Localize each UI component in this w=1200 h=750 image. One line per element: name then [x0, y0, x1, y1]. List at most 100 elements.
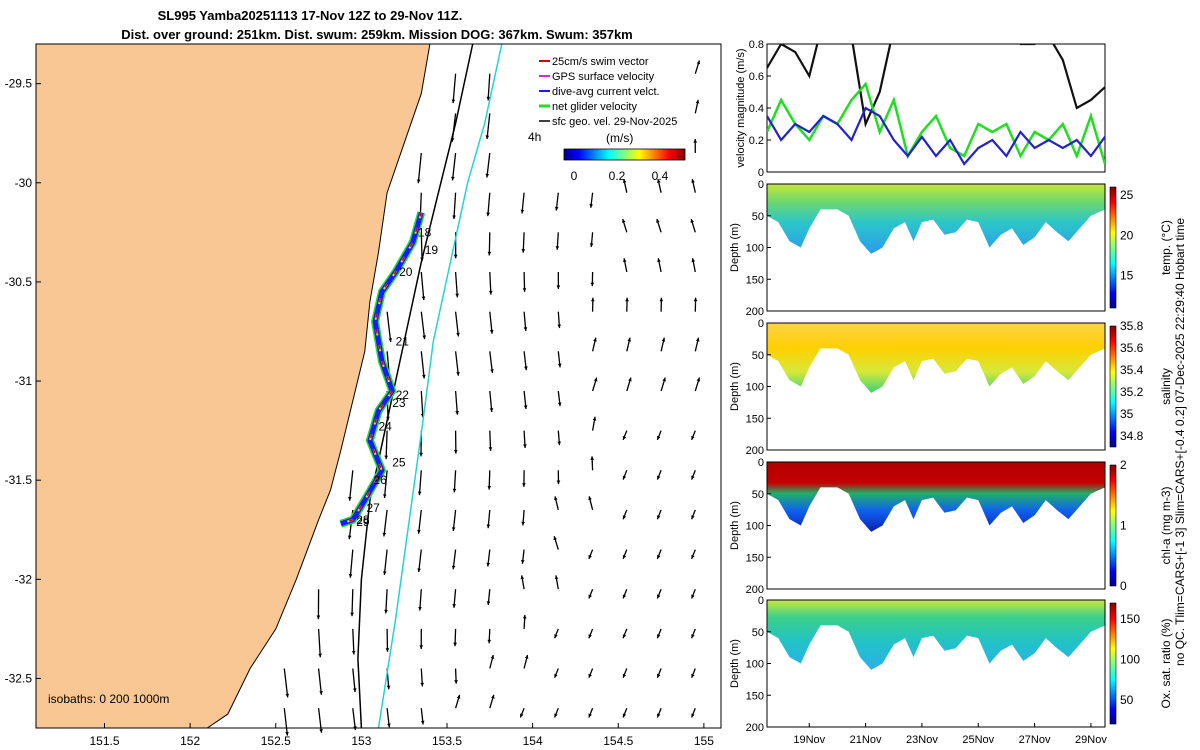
velocity-arrow-head [622, 713, 627, 718]
velocity-arrow-head [553, 536, 557, 541]
velocity-arrow-head [451, 176, 455, 181]
velocity-arrow-head [556, 480, 561, 485]
velocity-arrow-shaft [283, 668, 289, 698]
velocity-arrow-head [590, 282, 595, 287]
section-ytick-label: 50 [752, 350, 764, 362]
isobath-1000m [377, 43, 503, 729]
velocity-arrow-head [285, 731, 289, 736]
velocity-arrow-head [622, 219, 626, 223]
velocity-arrow-head [421, 296, 426, 301]
velocity-arrow-head [554, 206, 559, 211]
velocity-arrow-head [452, 604, 456, 608]
velocity-arrow-head [455, 411, 459, 415]
map-frame [35, 43, 722, 729]
section-colorbar-tick: 35.4 [1120, 363, 1144, 377]
velocity-arrow-head [454, 450, 458, 454]
velocity-series-line [767, 106, 1105, 166]
section-ytick-label: 100 [746, 521, 764, 533]
section-chla: 0 50 100 150 200 Depth (m) 0 1 2 chl-a (mg m-3) [729, 457, 1173, 596]
section-xtick-label: 25Nov [962, 734, 994, 746]
velocity-arrow-head [588, 594, 592, 599]
velocity-arrow-head [590, 456, 594, 460]
section-colorbar-tick: 100 [1120, 652, 1140, 666]
velocity-arrow-head [695, 337, 700, 342]
velocity-arrow-head [455, 293, 459, 298]
section-colorbar-tick: 15 [1120, 269, 1134, 283]
map-y-ticks: -29.5 -30 -30.5 -31 -31.5 -32 -32.5 [5, 77, 41, 685]
section-ytick-label: 200 [746, 722, 764, 734]
velocity-arrow-head [693, 139, 698, 143]
velocity-arrow-head [486, 212, 490, 217]
velocity-arrow-head [554, 673, 558, 678]
velocity-arrow-head [487, 639, 492, 644]
velocity-arrow-head [318, 653, 322, 658]
map-ytick-label: -32 [15, 572, 33, 586]
map-ytick-label: -29.5 [5, 77, 33, 91]
velocity-arrow-head [657, 673, 661, 678]
velocity-arrow-head [554, 713, 558, 718]
velocity-arrow-shaft [417, 509, 422, 534]
velocity-arrow-head [348, 574, 353, 578]
velocity-arrow-head [486, 96, 491, 101]
velocity-arrow-head [693, 297, 698, 302]
velocity-arrow-head [351, 650, 356, 655]
velocity-arrow-head [520, 713, 524, 718]
velocity-arrow-head [453, 254, 458, 259]
velocity-ytick-label: 0.4 [749, 103, 764, 115]
velocity-ytick-label: 0.8 [749, 39, 764, 51]
section-ytick-label: 50 [752, 627, 764, 639]
velocity-arrow-head [657, 634, 661, 639]
track-day-label: 23 [392, 396, 406, 410]
section-ytick-label: 150 [746, 552, 764, 564]
velocity-arrow-head [691, 713, 695, 718]
isobath-note: isobaths: 0 200 1000m [48, 692, 169, 706]
velocity-arrow-head [628, 377, 632, 382]
legend-net-label: net glider velocity [552, 101, 637, 113]
velocity-arrow-shaft [283, 708, 289, 736]
velocity-arrow-head [420, 720, 425, 725]
velocity-arrow-shaft [488, 232, 491, 256]
velocity-arrow-head [622, 594, 627, 599]
section-ytick-label: 100 [746, 659, 764, 671]
velocity-arrow-head [657, 258, 661, 263]
track-day-label: 28 [356, 513, 370, 527]
velocity-arrow-head [523, 405, 528, 409]
velocity-arrow-head [486, 562, 490, 567]
velocity-arrow-head [453, 642, 457, 647]
map-ytick-label: -31 [15, 374, 33, 388]
section-data-fill [767, 323, 1105, 393]
velocity-arrow-head [319, 691, 323, 695]
velocity-arrow-head [622, 515, 627, 520]
velocity-arrow-shaft [487, 192, 491, 217]
velocity-arrow-head [657, 713, 661, 718]
map-xtick-label: 152 [180, 734, 200, 748]
section-ytick-label: 200 [746, 584, 764, 596]
velocity-arrow-head [384, 609, 388, 614]
velocity-ytick-label: 0 [758, 167, 764, 179]
track-day-label: 21 [396, 334, 410, 348]
velocity-arrow-head [659, 297, 664, 302]
velocity-arrow-head [491, 694, 495, 699]
velocity-arrow-head [657, 594, 661, 599]
velocity-arrow-head [521, 249, 526, 253]
velocity-arrow-shaft [385, 589, 388, 614]
velocity-arrow-head [695, 99, 700, 104]
velocity-arrow-head [691, 594, 695, 599]
velocity-arrow-head [485, 173, 490, 178]
velocity-series [767, 44, 1105, 166]
velocity-arrow-head [524, 655, 529, 659]
velocity-arrow-head [588, 713, 592, 718]
section-data-fill [767, 462, 1105, 532]
section-colorbar-label: salinity [1159, 368, 1173, 405]
map-colorbar-label: (m/s) [606, 131, 633, 145]
track-day-label: 26 [373, 473, 387, 487]
velocity-arrow-head [589, 204, 593, 208]
velocity-arrow-shaft [454, 271, 459, 298]
track-day-label: 19 [425, 243, 439, 257]
velocity-arrow-shaft [351, 589, 354, 617]
track-day-label: 18 [418, 225, 432, 239]
velocity-arrow-head [557, 441, 561, 446]
map-xtick-label: 151.5 [89, 734, 119, 748]
velocity-arrow-head [625, 297, 629, 302]
legend-dive-label: dive-avg current velct. [552, 86, 660, 98]
